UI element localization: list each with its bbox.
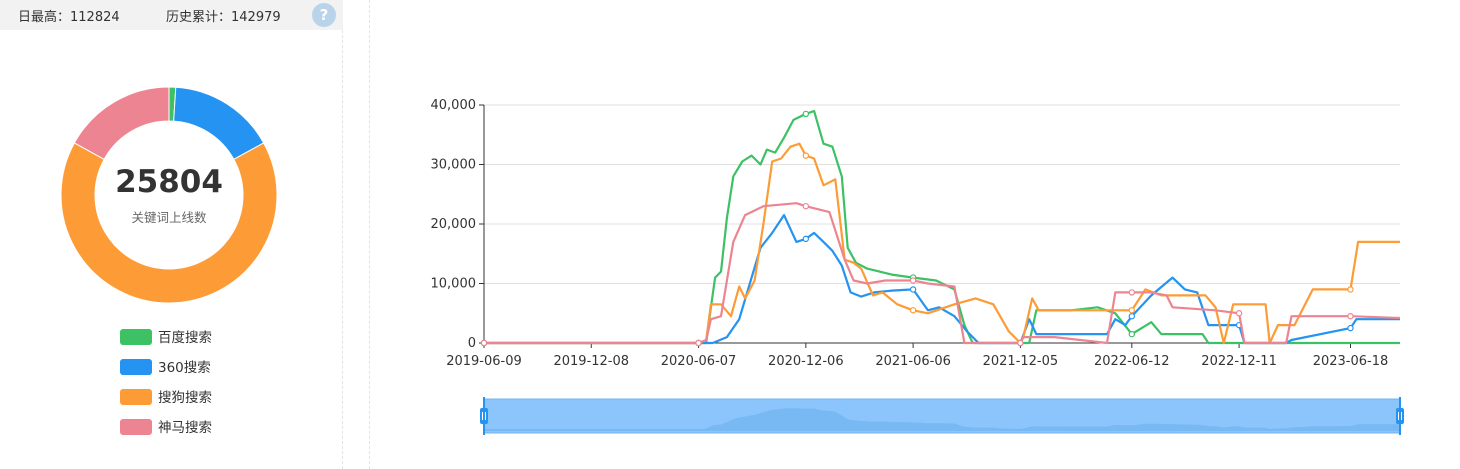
daily-max-stat: 日最高：112824 — [18, 10, 120, 25]
x-tick-label: 2023-06-18 — [1313, 354, 1389, 369]
y-tick-label: 20,000 — [431, 217, 477, 232]
legend-swatch — [120, 359, 152, 375]
series-point — [480, 339, 488, 347]
x-tick-label: 2021-06-06 — [875, 354, 951, 369]
series-point — [802, 110, 810, 118]
legend-swatch — [120, 329, 152, 345]
series-point — [1347, 286, 1354, 293]
x-tick-label: 2021-12-05 — [983, 354, 1059, 369]
donut-center-label: 关键词上线数 — [131, 210, 207, 225]
legend-label: 百度搜索 — [158, 330, 212, 346]
donut-center-value: 25804 — [115, 164, 223, 200]
x-tick-label: 2019-06-09 — [446, 354, 522, 369]
x-tick-label: 2022-12-11 — [1201, 354, 1277, 369]
legend-label: 神马搜索 — [158, 420, 212, 436]
donut-slice — [73, 86, 170, 161]
series-point — [909, 286, 917, 293]
help-icon[interactable]: ? — [312, 3, 336, 27]
series-point — [695, 339, 702, 347]
series-point — [802, 202, 810, 210]
series-line — [484, 142, 1400, 345]
series-point — [1235, 310, 1243, 317]
series-point — [1128, 307, 1136, 314]
series-lines — [480, 109, 1401, 347]
legend-swatch — [120, 389, 152, 405]
y-tick-label: 30,000 — [431, 158, 477, 173]
line-chart: 0 10,000 20,000 30,000 40,000 2019-06-09 2019-… — [431, 98, 1404, 435]
series-point — [802, 152, 810, 159]
x-tick-label: 2019-12-08 — [553, 354, 629, 369]
donut-slices — [60, 86, 278, 304]
x-tick-label: 2020-06-07 — [661, 354, 737, 369]
series-point — [909, 307, 917, 314]
legend-label: 搜狗搜索 — [158, 390, 212, 406]
data-zoom-slider[interactable] — [480, 397, 1404, 435]
grid-lines — [484, 104, 1400, 344]
legend-label: 360搜索 — [158, 360, 211, 376]
series-line — [484, 202, 1401, 345]
stats-bar: 日最高：112824 历史累计：142979 ? — [0, 0, 343, 30]
x-tick-label: 2020-12-06 — [768, 354, 844, 369]
trend-panel: 0 10,000 20,000 30,000 40,000 2019-06-09 2019-… — [369, 0, 1460, 469]
y-tick-label: 0 — [468, 336, 476, 351]
summary-panel: 日最高：112824 历史累计：142979 ? 25804 关键词上线数 百度… — [0, 0, 343, 469]
donut-slice — [173, 86, 265, 161]
y-tick-label: 10,000 — [431, 277, 477, 292]
series-point — [1347, 324, 1354, 332]
series-line — [484, 109, 1400, 345]
axes: 0 10,000 20,000 30,000 40,000 2019-06-09 2019-… — [431, 98, 1400, 369]
legend-swatch — [120, 419, 152, 435]
zoom-overview-area — [484, 408, 1400, 431]
series-point — [802, 235, 810, 243]
zoom-handle-grip — [480, 408, 488, 424]
series-point — [1017, 339, 1024, 347]
series-point — [1128, 313, 1136, 320]
series-point — [1128, 289, 1136, 296]
series-point — [909, 277, 917, 284]
series-point — [1128, 330, 1136, 338]
history-total-stat: 历史累计：142979 — [166, 10, 281, 25]
donut-slice — [60, 142, 278, 304]
x-tick-label: 2022-06-12 — [1094, 354, 1170, 369]
y-tick-label: 40,000 — [431, 98, 477, 113]
series-point — [1347, 313, 1354, 320]
zoom-handle-grip — [1396, 408, 1404, 424]
series-line — [484, 214, 1400, 345]
